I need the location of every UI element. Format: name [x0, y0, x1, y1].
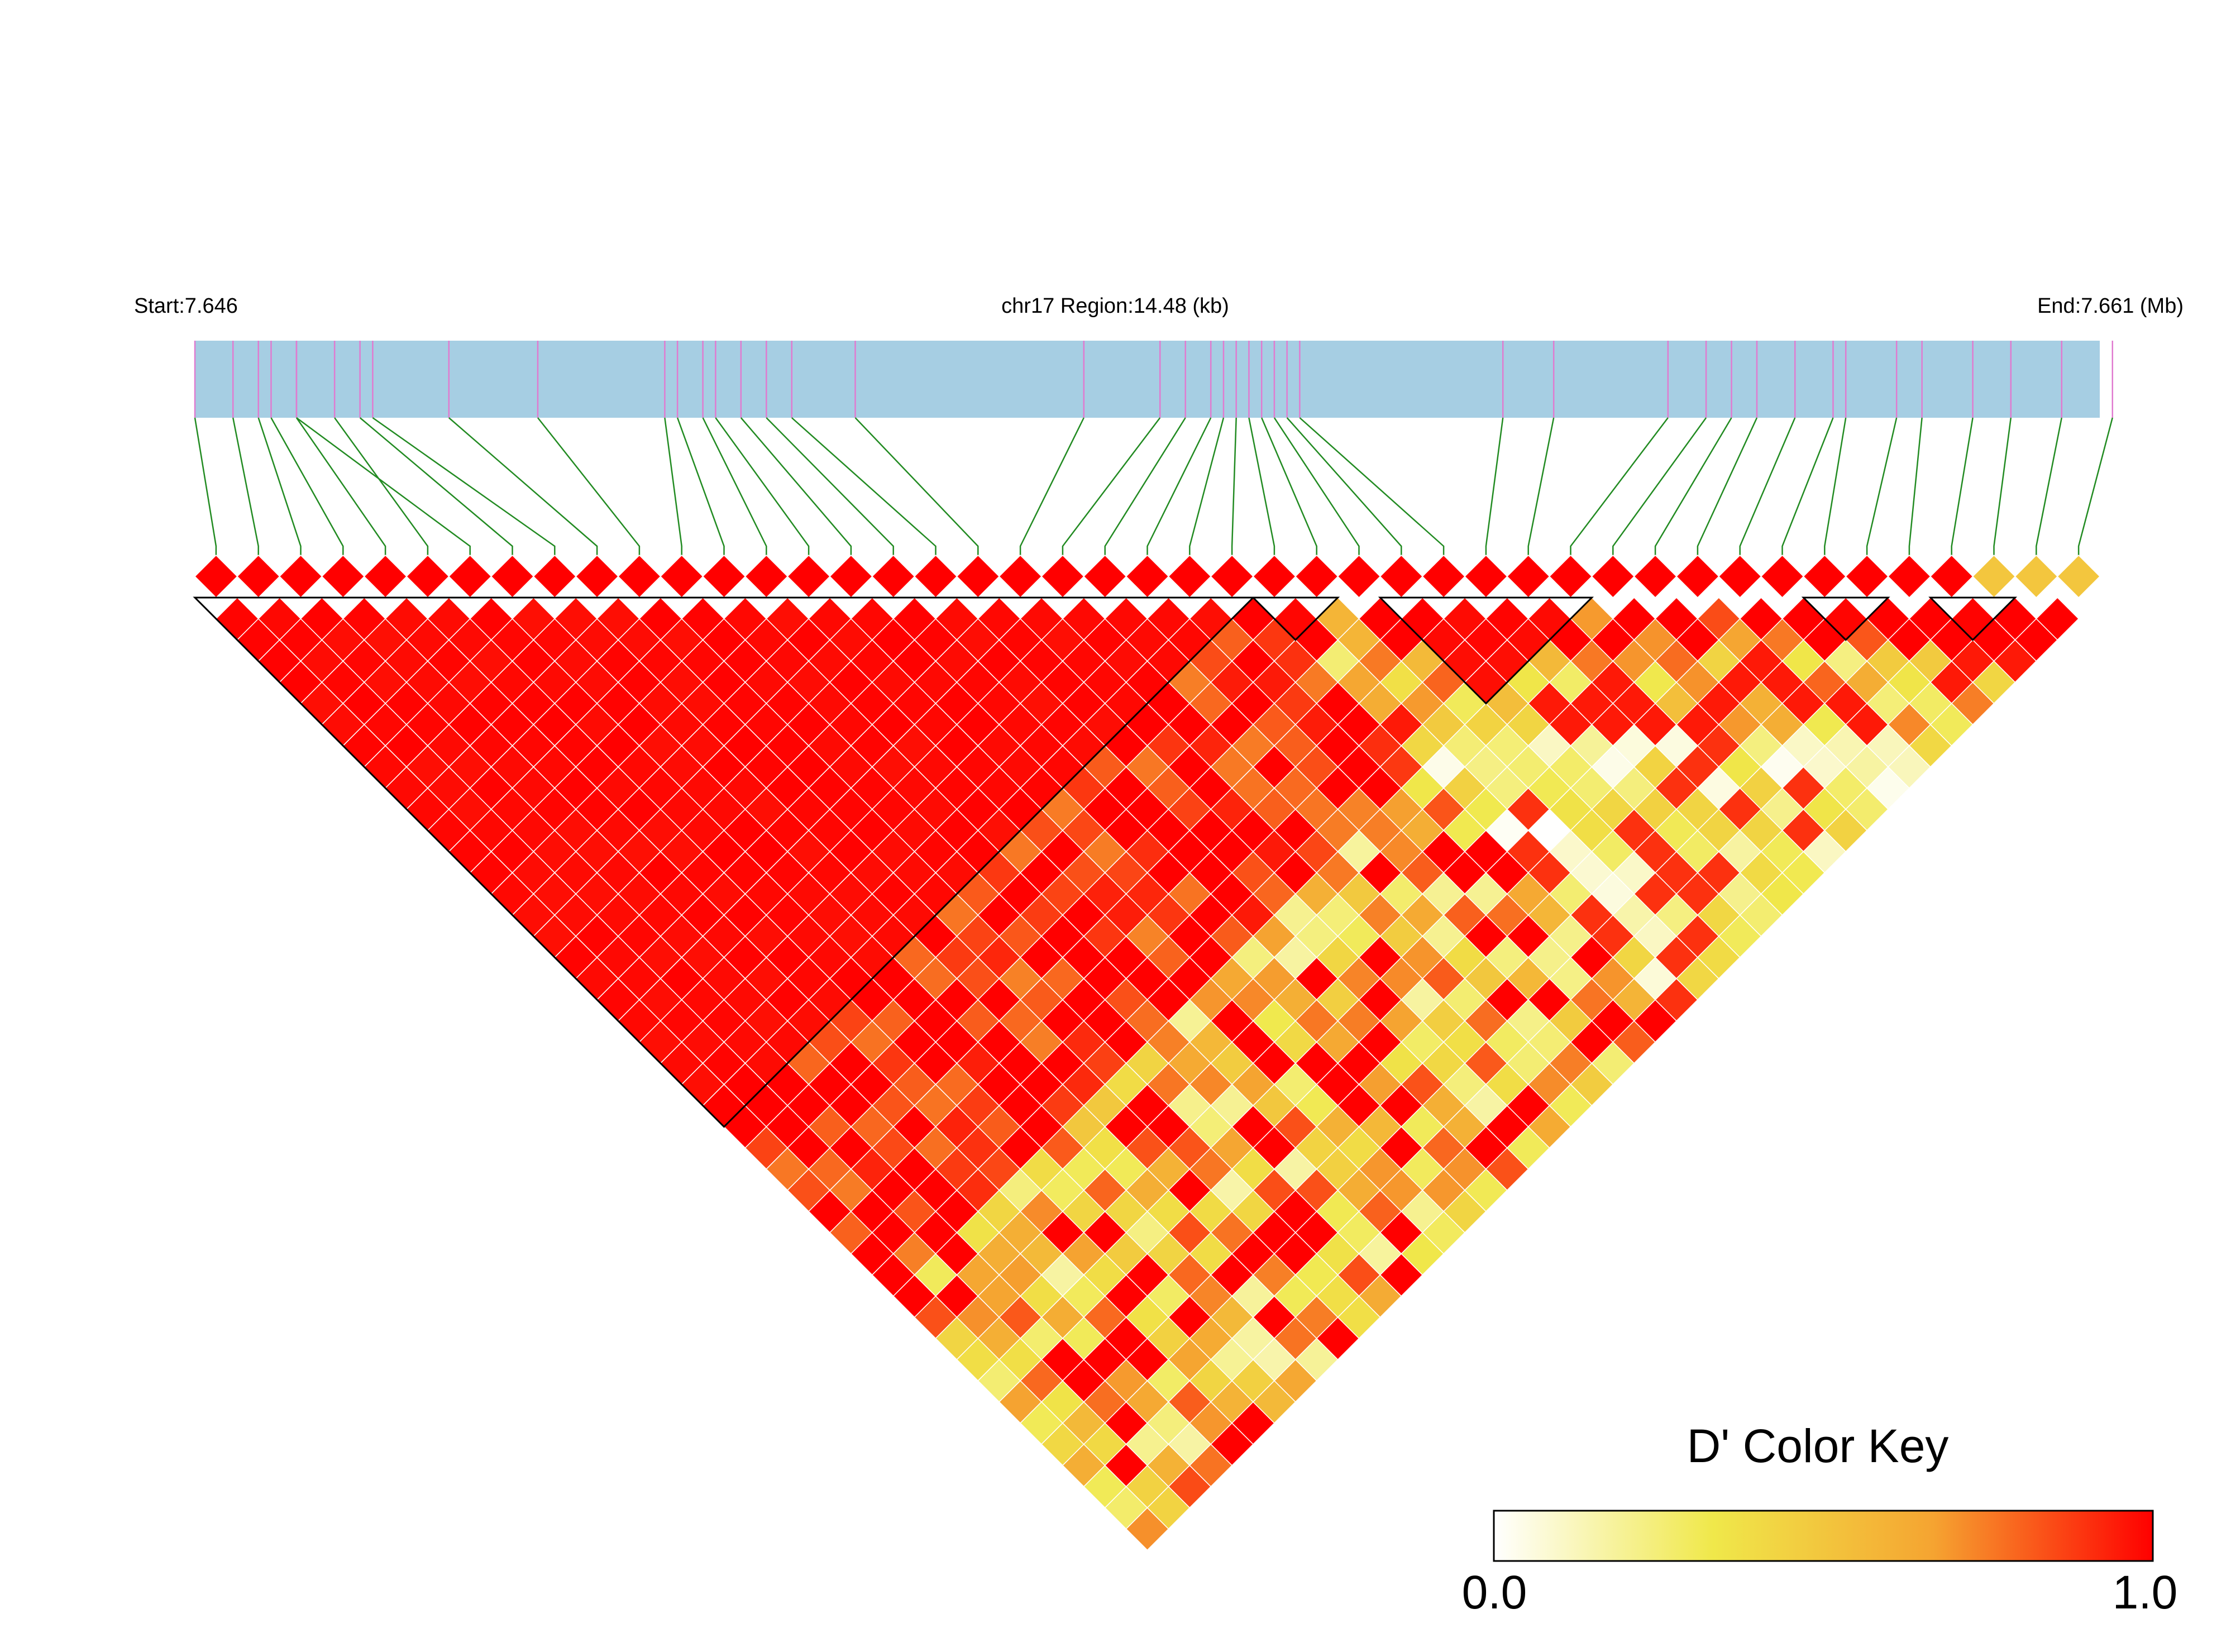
color-key-title: D' Color Key: [1687, 1420, 1949, 1472]
color-key-bar: [1493, 1510, 2154, 1562]
ld-diagonal-cell: [1718, 555, 1762, 599]
ld-cell: [2036, 596, 2080, 641]
haplotype-block-outline: [1251, 596, 1340, 641]
haplotype-block-outline: [1801, 596, 1890, 641]
ld-diagonal-cell: [1591, 555, 1635, 599]
ld-diagonal-cell: [1337, 555, 1381, 599]
ld-diagonal-cell: [1760, 555, 1804, 599]
region-center-label: chr17 Region:14.48 (kb): [1001, 294, 1229, 318]
region-end-label: End:7.661 (Mb): [2037, 294, 2184, 318]
haplotype-block-outlines: [193, 596, 2018, 1128]
genomic-region-track: [195, 341, 2100, 418]
ld-diagonal-cell: [2014, 555, 2058, 599]
ld-cells: [194, 555, 2101, 1551]
ld-diagonal-cell: [1633, 555, 1678, 599]
haplotype-block-outline: [1928, 596, 2018, 641]
ld-diagonal-cell: [1887, 555, 1931, 599]
haplotype-block-outline: [193, 596, 1255, 1128]
region-start-label: Start:7.646: [134, 294, 238, 318]
haplotype-block-outline: [1378, 596, 1594, 705]
color-key-min-label: 0.0: [1462, 1566, 1527, 1618]
snp-tick-marks: [194, 341, 2113, 418]
ld-diagonal-cell: [1675, 555, 1719, 599]
color-key-max-label: 1.0: [2113, 1566, 2178, 1618]
ld-diagonal-cell: [2057, 555, 2101, 599]
